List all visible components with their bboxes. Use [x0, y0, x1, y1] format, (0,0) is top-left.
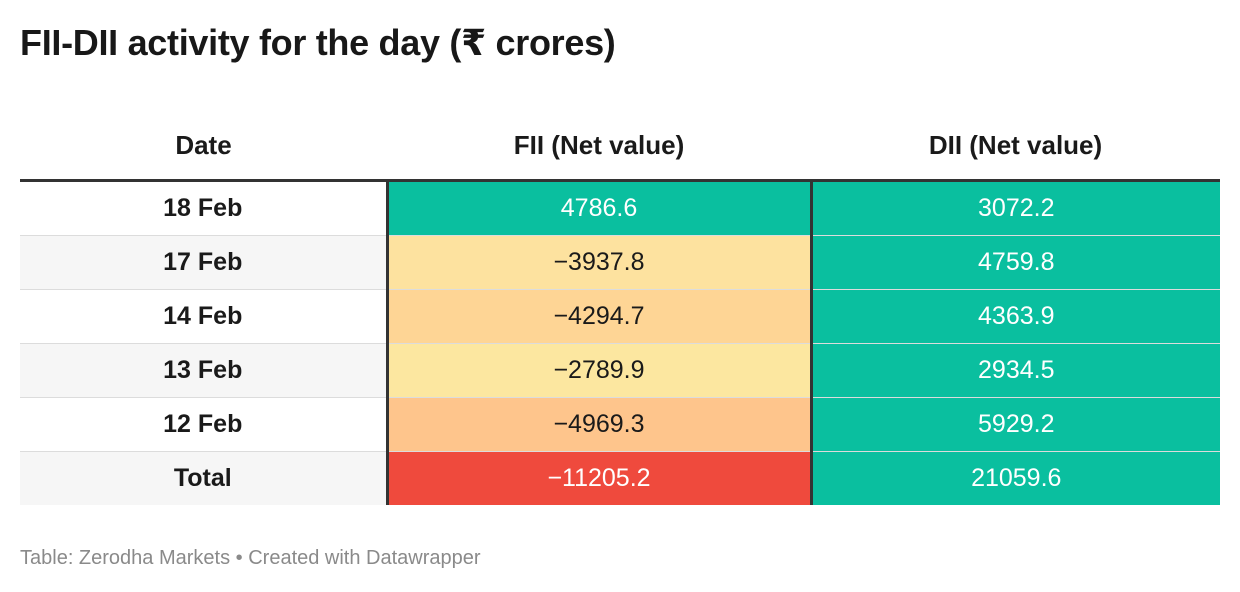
header-row: Date FII (Net value) DII (Net value) [20, 112, 1220, 182]
table-row: 17 Feb −3937.8 4759.8 [20, 235, 1220, 290]
table-row: 13 Feb −2789.9 2934.5 [20, 343, 1220, 398]
dii-value-cell: 2934.5 [811, 343, 1220, 398]
fii-total-cell: −11205.2 [387, 451, 813, 505]
column-header-dii[interactable]: DII (Net value) [811, 112, 1220, 182]
dii-value-cell: 5929.2 [811, 397, 1220, 452]
date-cell: 17 Feb [20, 235, 389, 290]
column-header-fii[interactable]: FII (Net value) [387, 112, 811, 182]
fii-value-cell: −4969.3 [387, 397, 813, 452]
total-label-cell: Total [20, 451, 389, 505]
fii-dii-table: Date FII (Net value) DII (Net value) 18 … [20, 112, 1220, 505]
source-footer: Table: Zerodha Markets • Created with Da… [20, 547, 481, 569]
fii-value-cell: 4786.6 [387, 180, 813, 236]
column-header-date[interactable]: Date [20, 112, 387, 182]
fii-value-cell: −3937.8 [387, 235, 813, 290]
dii-total-cell: 21059.6 [811, 451, 1220, 505]
dii-value-cell: 4363.9 [811, 289, 1220, 344]
chart-title: FII-DII activity for the day (₹ crores) [20, 22, 616, 63]
date-cell: 14 Feb [20, 289, 389, 344]
date-cell: 13 Feb [20, 343, 389, 398]
table-row: 12 Feb −4969.3 5929.2 [20, 397, 1220, 452]
table-row-total: Total −11205.2 21059.6 [20, 451, 1220, 505]
fii-value-cell: −2789.9 [387, 343, 813, 398]
date-cell: 12 Feb [20, 397, 389, 452]
date-cell: 18 Feb [20, 180, 389, 236]
dii-value-cell: 3072.2 [811, 180, 1220, 236]
fii-value-cell: −4294.7 [387, 289, 813, 344]
dii-value-cell: 4759.8 [811, 235, 1220, 290]
table-row: 14 Feb −4294.7 4363.9 [20, 289, 1220, 344]
table-row: 18 Feb 4786.6 3072.2 [20, 180, 1220, 236]
